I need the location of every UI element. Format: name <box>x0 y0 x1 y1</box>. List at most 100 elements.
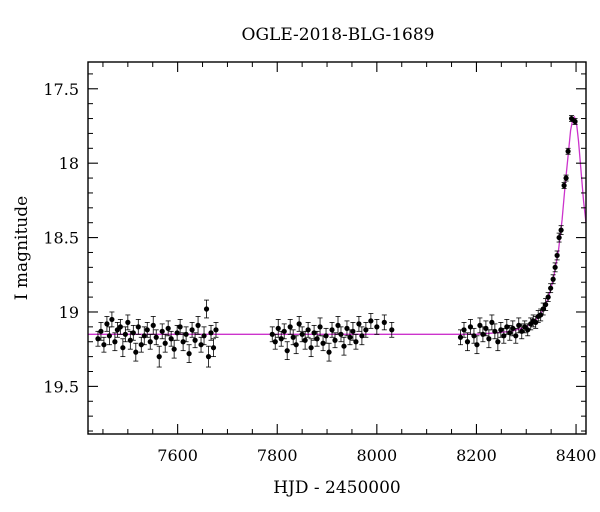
data-point <box>177 319 183 335</box>
data-point <box>281 323 287 340</box>
y-axis-label: I magnitude <box>12 196 32 300</box>
data-point <box>159 323 165 340</box>
data-point <box>284 341 290 361</box>
data-point <box>302 330 308 350</box>
data-point <box>550 274 556 285</box>
data-point <box>109 311 115 328</box>
data-point <box>293 335 299 355</box>
data-point <box>507 324 513 341</box>
data-point <box>552 262 558 273</box>
data-point <box>208 324 214 341</box>
chart-title: OGLE-2018-BLG-1689 <box>242 25 435 45</box>
data-point <box>171 339 177 359</box>
data-point <box>287 319 293 335</box>
data-point <box>461 321 467 338</box>
y-tick-label: 19 <box>59 303 79 322</box>
data-point <box>210 338 217 358</box>
data-point <box>150 316 156 335</box>
data-point <box>299 326 305 343</box>
data-point <box>543 298 549 311</box>
data-point <box>186 344 192 363</box>
data-point <box>558 225 564 236</box>
data-point <box>98 321 104 341</box>
y-tick-label: 18.5 <box>43 229 79 248</box>
data-point <box>133 342 139 362</box>
data-point <box>495 332 501 352</box>
x-tick-label: 7600 <box>157 446 198 465</box>
data-point <box>498 321 504 338</box>
data-point <box>317 317 323 337</box>
data-point <box>335 316 341 335</box>
data-point <box>189 321 195 338</box>
data-point <box>138 336 144 353</box>
data-point <box>104 316 110 332</box>
data-point <box>492 323 498 340</box>
data-point <box>368 313 374 329</box>
data-point <box>332 332 338 349</box>
data-point <box>356 316 362 332</box>
data-point <box>290 329 296 346</box>
data-point <box>467 319 474 335</box>
data-point <box>305 321 311 338</box>
data-point <box>203 299 210 319</box>
data-point <box>192 332 198 349</box>
data-point <box>353 333 359 350</box>
data-point <box>486 329 492 349</box>
data-point <box>156 345 162 368</box>
data-point <box>205 345 212 368</box>
data-point <box>320 335 326 352</box>
data-point <box>201 326 207 346</box>
y-tick-label: 17.5 <box>43 80 79 99</box>
data-point <box>363 321 369 338</box>
data-point <box>127 330 133 350</box>
data-point <box>296 316 302 332</box>
data-point <box>563 174 569 182</box>
x-tick-label: 8000 <box>356 446 397 465</box>
model-curve <box>88 115 587 335</box>
data-point <box>308 338 314 358</box>
data-point <box>195 316 201 335</box>
data-point <box>135 319 141 335</box>
data-point <box>168 330 174 347</box>
axis-ticks: 7600 7800 8000 8200 8400 17.5 18 18.5 19 19.5 <box>43 62 596 465</box>
data-points-layer <box>95 115 578 368</box>
data-point <box>548 283 554 294</box>
data-point <box>572 118 578 125</box>
data-point <box>122 326 128 343</box>
data-point <box>183 326 189 343</box>
data-point <box>554 250 560 261</box>
data-point <box>381 314 387 331</box>
data-point <box>106 326 113 346</box>
plot-frame <box>87 61 587 435</box>
data-point <box>561 182 567 189</box>
data-point <box>565 147 571 155</box>
data-point <box>101 336 107 353</box>
model-layer <box>88 115 587 335</box>
y-tick-label: 18 <box>59 154 79 173</box>
data-point <box>374 319 380 335</box>
data-point <box>344 320 350 337</box>
data-point <box>457 329 464 346</box>
data-point <box>489 314 495 331</box>
data-point <box>474 335 480 355</box>
data-point <box>112 332 118 352</box>
data-point <box>314 330 320 347</box>
data-point <box>278 330 284 347</box>
data-point <box>338 326 344 343</box>
data-point <box>477 317 483 334</box>
data-point <box>464 332 471 352</box>
data-point <box>272 333 278 350</box>
x-tick-label: 8200 <box>456 446 497 465</box>
y-tick-label: 19.5 <box>43 377 79 396</box>
data-point <box>341 336 347 356</box>
data-point <box>153 329 159 346</box>
data-point <box>359 326 365 346</box>
x-axis-label: HJD - 2450000 <box>273 478 401 498</box>
data-point <box>147 333 153 350</box>
x-tick-label: 7800 <box>257 446 298 465</box>
data-point <box>165 320 171 337</box>
data-point <box>125 314 131 331</box>
data-point <box>144 321 150 338</box>
data-point <box>130 324 136 341</box>
data-point <box>329 321 335 338</box>
